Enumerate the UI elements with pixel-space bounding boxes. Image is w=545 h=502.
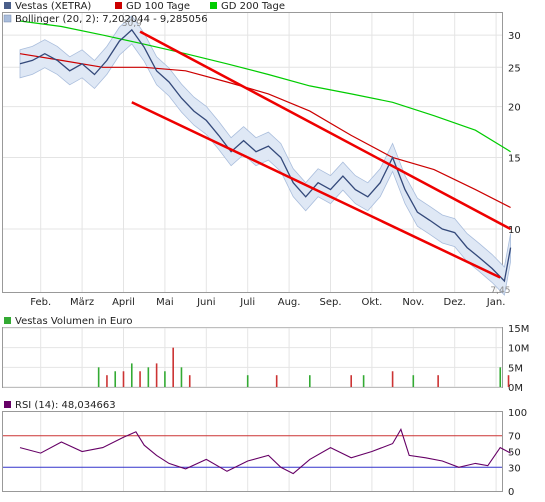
rsi-lines: [3, 428, 511, 475]
x-tick-label: Jan.: [486, 297, 506, 308]
x-tick-label: Juli: [239, 297, 255, 308]
volume-bar: [246, 375, 249, 387]
x-tick-label: Sep.: [319, 297, 341, 308]
x-tick-label: Feb.: [30, 297, 51, 308]
legend-volume: Vestas Volumen in Euro: [15, 316, 133, 327]
gd100-line: [19, 53, 511, 209]
trendline-upper: [139, 30, 512, 231]
price-lines: [19, 20, 512, 283]
y-tick-label: 25: [508, 63, 521, 74]
x-tick-label: Aug.: [278, 297, 301, 308]
legend-gd100: GD 100 Tage: [126, 1, 190, 12]
legend-gd200: GD 200 Tage: [221, 1, 285, 12]
volume-bars: [97, 347, 510, 387]
volume-bar: [437, 375, 439, 387]
volume-bar: [180, 367, 183, 387]
volume-tick-label: 5M: [508, 363, 523, 374]
x-tick-label: Nov.: [402, 297, 424, 308]
x-tick-label: Mai: [156, 297, 174, 308]
rsi-tick-label: 50: [508, 448, 521, 459]
x-tick-label: Okt.: [362, 297, 383, 308]
x-tick-label: April: [112, 297, 135, 308]
volume-bar: [147, 367, 150, 387]
rsi-tick-label: 70: [508, 432, 521, 443]
bollinger-area: [19, 15, 511, 296]
legend-swatch-volume: [4, 317, 11, 324]
x-tick-label: Juni: [196, 297, 215, 308]
volume-bar: [412, 375, 415, 387]
volume-bar: [350, 375, 352, 387]
volume-bar: [391, 371, 394, 387]
volume-bar: [139, 371, 141, 387]
annotation-low: 7,45: [490, 286, 510, 296]
legend-swatch-gd200: [210, 2, 217, 9]
x-tick-label: März: [70, 297, 94, 308]
legend-swatch-rsi: [4, 401, 11, 408]
volume-bar: [164, 371, 166, 387]
volume-bar: [130, 363, 133, 387]
price-line: [19, 28, 512, 283]
rsi-tick-label: 0: [508, 487, 514, 498]
volume-bar: [122, 371, 125, 387]
volume-bar: [507, 375, 510, 387]
trendline-lower: [131, 101, 501, 279]
grid: [3, 13, 502, 491]
rsi-tick-label: 100: [508, 408, 527, 419]
volume-bar: [188, 375, 191, 387]
volume-bar: [499, 367, 502, 387]
volume-panel-frame: [2, 327, 503, 388]
rsi-panel-frame: [2, 411, 503, 492]
legend-swatch-gd100: [115, 2, 122, 9]
legend-vestas: Vestas (XETRA): [15, 1, 91, 12]
y-tick-label: 10: [508, 225, 521, 236]
x-tick-label: Dez.: [444, 297, 466, 308]
y-tick-label: 15: [508, 153, 521, 164]
volume-tick-label: 10M: [508, 344, 529, 355]
volume-bar: [309, 375, 311, 387]
bollinger-band: [19, 15, 511, 296]
rsi-tick-label: 30: [508, 463, 521, 474]
legend-bollinger: Bollinger (20, 2): 7,202044 - 9,285056: [15, 14, 208, 25]
y-tick-label: 20: [508, 103, 521, 114]
legend-swatch-vestas: [4, 2, 11, 9]
volume-bar: [97, 367, 100, 387]
volume-bar: [114, 371, 117, 387]
legend-rsi: RSI (14): 48,034663: [15, 400, 116, 411]
volume-tick-label: 0M: [508, 383, 523, 394]
rsi-line: [19, 428, 511, 475]
volume-tick-label: 15M: [508, 324, 529, 335]
annotation-high: 30,9: [122, 19, 142, 29]
volume-bar: [155, 363, 158, 387]
price-legend: Vestas (XETRA) GD 100 Tage GD 200 Tage B…: [3, 1, 285, 25]
y-tick-label: 30: [508, 31, 521, 42]
volume-bar: [106, 375, 108, 387]
gd200-line: [19, 20, 511, 153]
volume-bar: [275, 375, 278, 387]
y-tick-labels: 10 15 20 25 30 0M 5M 10M 15M 0 30 50 70 100: [508, 31, 529, 498]
volume-bar: [362, 375, 365, 387]
x-tick-labels: Feb. März April Mai Juni Juli Aug. Sep. Okt. Nov.…: [30, 297, 505, 308]
volume-bar: [172, 347, 174, 387]
legend-swatch-bollinger: [3, 14, 12, 23]
